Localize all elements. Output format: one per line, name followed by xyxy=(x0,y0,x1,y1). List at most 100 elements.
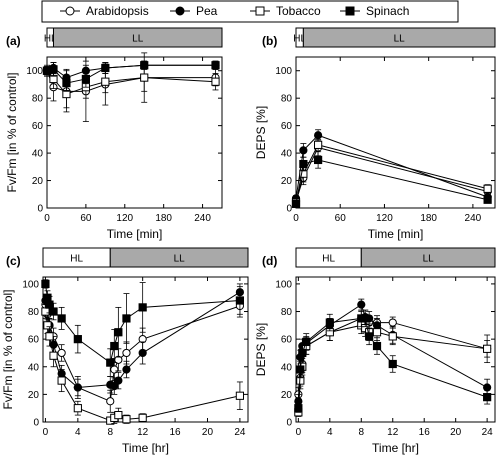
data-point-spinach xyxy=(73,335,82,344)
x-tick-label: 4 xyxy=(327,427,333,438)
y-axis-label: DEPS [%] xyxy=(254,106,268,159)
data-point-spinach xyxy=(365,332,374,341)
x-tick-label: 0 xyxy=(296,427,302,438)
light-bar-label-hl: HL xyxy=(44,34,57,45)
x-tick-label: 16 xyxy=(419,427,431,438)
light-bar-ll xyxy=(302,27,496,48)
series-tobacco xyxy=(291,133,492,207)
y-tick-label: 80 xyxy=(281,307,293,318)
data-point-spinach xyxy=(114,328,123,337)
data-point-spinach xyxy=(49,65,58,74)
data-point-tobacco xyxy=(57,376,66,385)
panel-b: (b) HL LL 0 20 40 60 80 100 0 60 120 180 240 Time [min… xyxy=(254,27,496,241)
y-tick-label: 20 xyxy=(281,390,293,401)
x-tick-label: 60 xyxy=(80,213,92,224)
data-point-tobacco xyxy=(101,77,110,86)
panel-c: (c) HL LL 0 20 40 60 80 100 0 4 8 12 16 20 24 Time [hr] F… xyxy=(1,247,249,455)
y-tick-label: 60 xyxy=(32,121,44,132)
x-tick-label: 24 xyxy=(234,427,246,438)
panel-d: (d) HL LL 0 20 40 60 80 100 0 4 8 12 16 20 24 Time [hr] D… xyxy=(254,247,496,455)
data-point-spinach xyxy=(483,195,492,204)
light-bar-label-ll: LL xyxy=(174,254,186,265)
y-tick-label: 0 xyxy=(33,418,39,429)
data-point-tobacco xyxy=(483,184,492,193)
data-point-tobacco xyxy=(211,77,220,86)
x-tick-label: 60 xyxy=(335,213,347,224)
data-point-spinach xyxy=(49,307,58,316)
y-tick-label: 100 xyxy=(26,66,43,77)
y-tick-label: 0 xyxy=(286,204,292,215)
legend-label-spinach: Spinach xyxy=(366,4,409,18)
series-arabidopsis xyxy=(291,138,492,206)
data-point-spinach xyxy=(62,78,71,88)
y-tick-label: 60 xyxy=(281,335,293,346)
data-point-spinach xyxy=(325,318,334,327)
data-point-tobacco xyxy=(372,328,382,337)
series-spinach xyxy=(42,60,220,92)
data-point-tobacco xyxy=(314,140,323,149)
data-point-spinach xyxy=(314,155,323,165)
legend-marker-pea xyxy=(175,6,185,16)
y-tick-label: 80 xyxy=(281,94,293,105)
legend: Arabidopsis Pea Tobacco Spinach xyxy=(41,0,459,23)
data-point-arabidopsis xyxy=(57,348,66,358)
plot-frame xyxy=(46,56,223,209)
y-axis-label: Fv/Fm [in % of control] xyxy=(1,289,15,409)
y-tick-label: 40 xyxy=(28,362,40,373)
legend-label-arabidopsis: Arabidopsis xyxy=(86,4,149,18)
data-point-spinach xyxy=(140,61,149,70)
data-point-spinach xyxy=(483,393,492,402)
data-point-spinach xyxy=(57,314,66,323)
data-point-spinach xyxy=(101,63,110,73)
panel-label: (d) xyxy=(262,254,277,268)
x-tick-label: 8 xyxy=(359,427,365,438)
x-tick-label: 0 xyxy=(44,213,50,224)
panel-label: (b) xyxy=(262,34,277,48)
data-point-spinach xyxy=(235,296,244,305)
light-bar-ll xyxy=(52,27,223,48)
x-axis-label: Time [min] xyxy=(107,227,163,241)
data-point-pea xyxy=(138,348,147,358)
x-tick-label: 20 xyxy=(202,427,214,438)
x-tick-label: 240 xyxy=(465,213,482,224)
x-tick-label: 120 xyxy=(376,213,393,224)
y-tick-label: 40 xyxy=(281,362,293,373)
data-point-tobacco xyxy=(45,332,54,341)
legend-label-pea: Pea xyxy=(196,4,218,18)
data-point-tobacco xyxy=(235,391,244,400)
data-point-tobacco xyxy=(140,73,149,82)
y-tick-label: 60 xyxy=(28,335,40,346)
x-tick-label: 0 xyxy=(43,427,49,438)
legend-label-tobacco: Tobacco xyxy=(276,4,321,18)
legend-item-spinach: Spinach xyxy=(340,4,409,18)
series-tobacco xyxy=(41,304,244,425)
x-tick-label: 12 xyxy=(137,427,149,438)
x-tick-label: 8 xyxy=(107,427,113,438)
data-point-spinach xyxy=(41,279,50,289)
x-axis-label: Time [hr] xyxy=(122,441,169,455)
series-spinach xyxy=(41,279,244,377)
data-point-spinach xyxy=(372,341,382,351)
light-bar-label-ll: LL xyxy=(132,34,144,45)
x-axis-label: Time [hr] xyxy=(372,441,419,455)
y-axis-label: Fv/Fm [in % of control] xyxy=(5,72,19,192)
y-tick-label: 20 xyxy=(28,390,40,401)
data-point-spinach xyxy=(110,341,119,351)
series-spinach xyxy=(294,309,492,413)
data-point-spinach xyxy=(361,314,370,323)
x-tick-label: 180 xyxy=(420,213,437,224)
data-point-arabidopsis xyxy=(388,318,397,327)
y-tick-label: 100 xyxy=(275,66,292,77)
light-bar-label-ll: LL xyxy=(394,34,406,45)
data-point-spinach xyxy=(138,303,147,312)
y-tick-label: 20 xyxy=(32,176,44,187)
plot-frame xyxy=(295,56,496,209)
y-tick-label: 0 xyxy=(37,204,43,215)
legend-marker-tobacco xyxy=(255,6,265,16)
data-point-pea xyxy=(299,146,308,155)
legend-marker-spinach xyxy=(345,6,355,16)
series-line-spinach xyxy=(295,159,488,204)
data-point-spinach xyxy=(302,337,311,347)
series-arabidopsis xyxy=(42,52,220,122)
